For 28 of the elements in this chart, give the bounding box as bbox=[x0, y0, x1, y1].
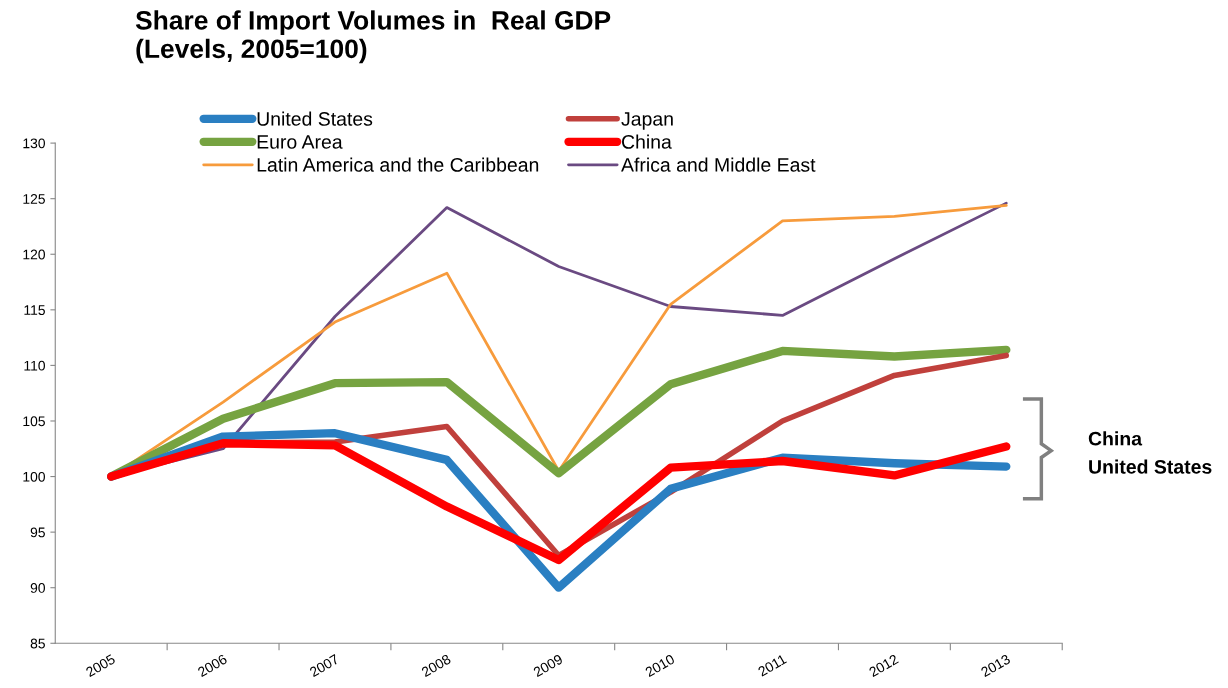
chart-title: Share of Import Volumes in Real GDP (Levels, 2005=100) bbox=[135, 10, 611, 64]
y-tick-label: 90 bbox=[30, 583, 45, 593]
x-tick-label: 2010 bbox=[644, 653, 676, 678]
y-tick-label: 120 bbox=[23, 249, 45, 260]
legend-label: Africa and Middle East bbox=[621, 157, 816, 172]
x-tick-label: 2007 bbox=[309, 653, 340, 678]
legend-label: United States bbox=[257, 111, 373, 126]
x-tick-label: 2012 bbox=[868, 653, 899, 678]
y-tick-label: 95 bbox=[30, 527, 45, 538]
y-tick-label: 85 bbox=[30, 638, 45, 649]
y-tick-label: 125 bbox=[23, 194, 45, 204]
legend-label: China bbox=[622, 134, 672, 149]
y-tick-label: 110 bbox=[24, 360, 45, 371]
y-tick-label: 105 bbox=[23, 416, 45, 427]
x-tick-label: 2008 bbox=[420, 653, 452, 678]
x-tick-label: 2013 bbox=[980, 653, 1011, 678]
x-tick-label: 2006 bbox=[197, 653, 228, 678]
legend-label: Euro Area bbox=[257, 135, 343, 149]
y-tick-label: 115 bbox=[24, 305, 45, 315]
legend-label: Japan bbox=[621, 112, 673, 130]
y-tick-label: 130 bbox=[23, 138, 45, 149]
text: China bbox=[1088, 431, 1143, 446]
text: United States bbox=[1089, 459, 1212, 474]
x-tick-label: 2005 bbox=[85, 653, 116, 678]
x-tick-label: 2011 bbox=[757, 653, 788, 677]
legend-label: Latin America and the Caribbean bbox=[257, 157, 539, 172]
x-tick-label: 2009 bbox=[532, 653, 564, 678]
y-tick-label: 100 bbox=[23, 471, 45, 482]
